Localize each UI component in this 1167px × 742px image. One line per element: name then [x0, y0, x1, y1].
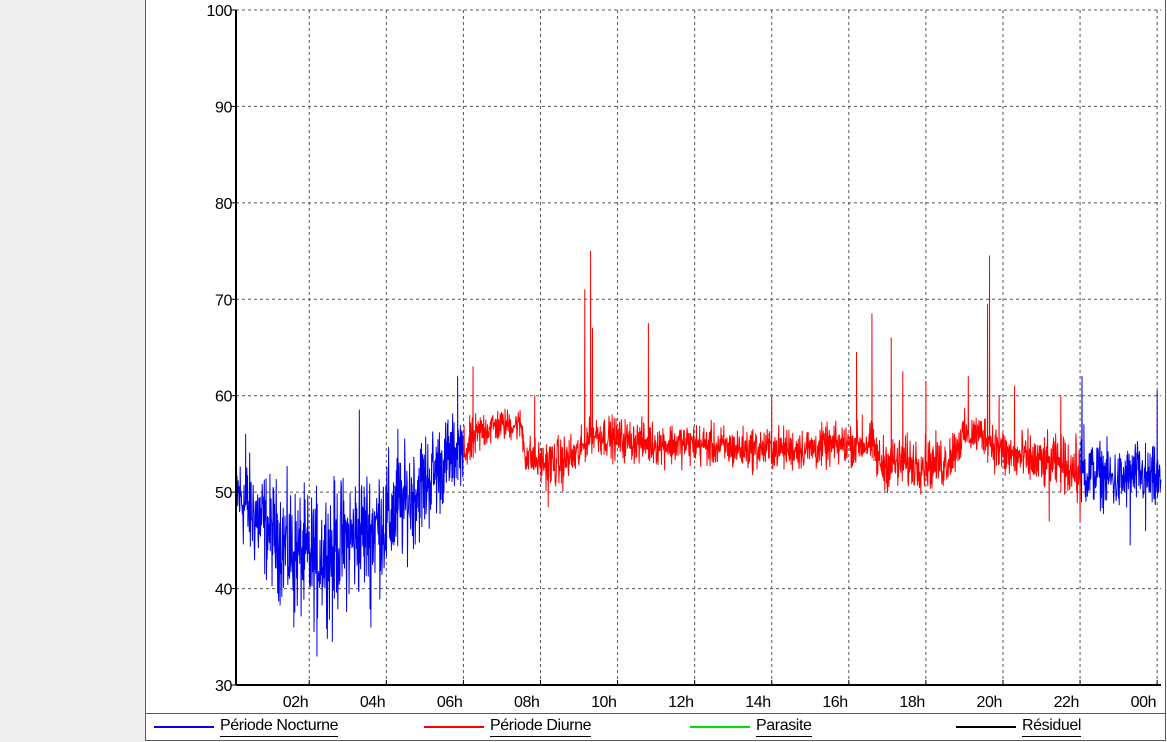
y-tick-label-70: 70	[215, 292, 232, 309]
x-tick-label-16h: 16h	[822, 694, 848, 711]
x-tick-label-12h: 12h	[668, 694, 694, 711]
y-tick-label-80: 80	[215, 196, 232, 213]
legend-swatch-diurne	[424, 726, 484, 728]
x-tick-label-04h: 04h	[360, 694, 386, 711]
x-tick-label-10h: 10h	[591, 694, 617, 711]
y-tick-label-60: 60	[215, 389, 232, 406]
legend: Période Nocturne Période Diurne Parasite…	[145, 713, 1166, 741]
x-tick-label-08h: 08h	[514, 694, 540, 711]
x-tick-label-02h: 02h	[283, 694, 309, 711]
legend-label-residuel: Résiduel	[1022, 717, 1081, 737]
x-tick-label-20h: 20h	[976, 694, 1002, 711]
x-tick-label-18h: 18h	[899, 694, 925, 711]
series-line-0-seg-0	[235, 375, 464, 657]
legend-label-diurne: Période Diurne	[490, 717, 592, 737]
legend-label-nocturne: Période Nocturne	[220, 717, 339, 737]
x-tick-label-22h: 22h	[1054, 694, 1080, 711]
y-tick-label-100: 100	[207, 3, 233, 20]
legend-item-residuel: Résiduel	[956, 714, 1081, 740]
chart-frame: 30 40 50 60 70 80 90 100 02h 04h 06h 08h 10h 12h 14h 16…	[145, 0, 1166, 713]
series-line-0-seg-1	[1079, 375, 1162, 546]
y-tick-label-50: 50	[215, 485, 232, 502]
chart-plot: 30 40 50 60 70 80 90 100 02h 04h 06h 08h 10h 12h 14h 16…	[207, 3, 1162, 711]
x-tick-label-00h: 00h	[1131, 694, 1157, 711]
x-tick-label-14h: 14h	[745, 694, 771, 711]
legend-label-parasite: Parasite	[756, 717, 812, 737]
legend-swatch-parasite	[690, 726, 750, 728]
left-panel	[0, 0, 145, 742]
y-tick-label-30: 30	[215, 678, 232, 695]
legend-item-diurne: Période Diurne	[424, 714, 592, 740]
legend-item-nocturne: Période Nocturne	[154, 714, 339, 740]
x-tick-label-06h: 06h	[437, 694, 463, 711]
legend-swatch-residuel	[956, 726, 1016, 728]
legend-swatch-nocturne	[154, 726, 214, 728]
legend-item-parasite: Parasite	[690, 714, 812, 740]
y-tick-label-90: 90	[215, 99, 232, 116]
y-tick-label-40: 40	[215, 582, 232, 599]
series-line-1-seg-0	[462, 250, 1081, 522]
